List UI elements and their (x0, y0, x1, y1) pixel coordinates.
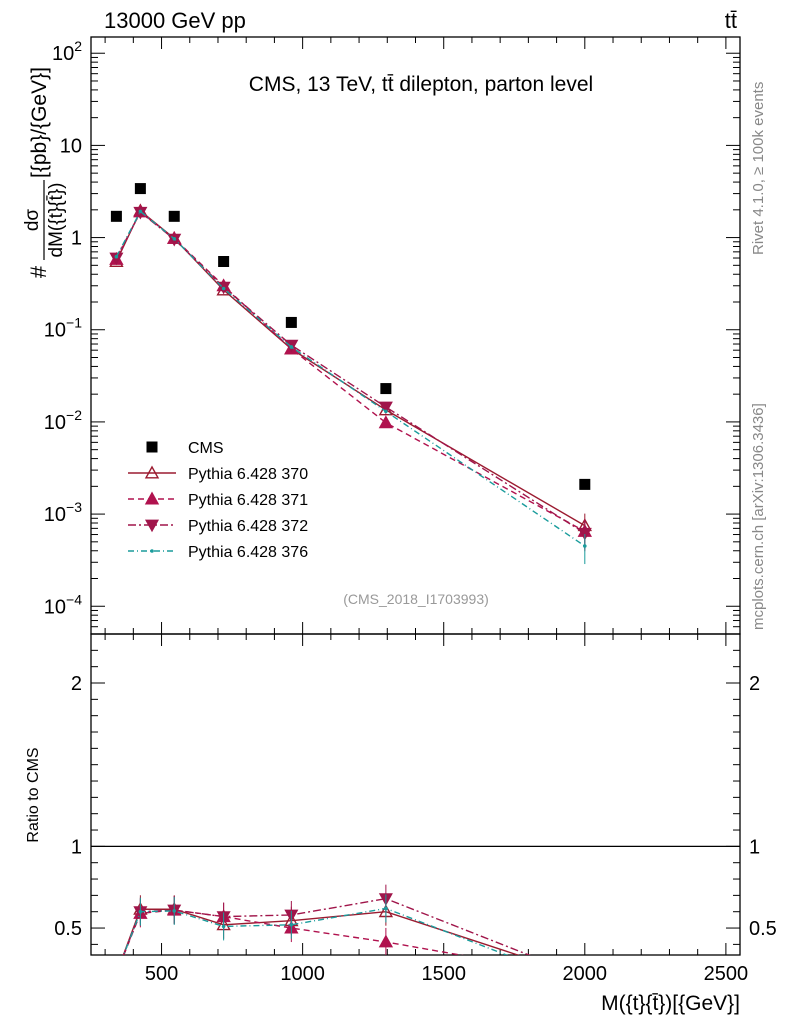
y-label-prefix: # (26, 265, 51, 278)
rivet-label: Rivet 4.1.0, ≥ 100k events (750, 82, 767, 255)
series-point-3 (583, 544, 587, 548)
legend: CMS Pythia 6.428 370 Pythia 6.428 371 Pythi… (128, 440, 308, 561)
chart-title: CMS, 13 TeV, tt̄ dilepton, parton level (249, 73, 593, 96)
series-point-2 (378, 401, 393, 415)
series-point-2 (577, 527, 592, 541)
ratio-tick-label-right: 1 (749, 836, 760, 858)
y-tick-label: 10 (60, 135, 82, 157)
series-point-3 (221, 286, 226, 291)
series-point-1 (378, 415, 394, 429)
series-point-2 (109, 252, 124, 266)
ratio-tick-label-right: 0.5 (749, 918, 777, 940)
ratio-point-3 (172, 909, 177, 913)
ratio-line-1 (123, 909, 464, 955)
series-point-3 (138, 209, 143, 214)
series-line-3 (115, 210, 586, 547)
y-tick-label: 10−3 (44, 499, 82, 526)
ratio-point-3 (289, 922, 294, 927)
cms-points-layer (110, 183, 591, 490)
legend-item-cms: CMS (146, 440, 224, 457)
legend-marker (150, 549, 154, 553)
ratio-tick-label-right: 2 (749, 673, 760, 695)
ratio-tick-label-left: 1 (71, 836, 82, 858)
analysis-watermark: (CMS_2018_I1703993) (343, 591, 489, 607)
legend-item-0: Pythia 6.428 370 (128, 465, 308, 483)
legend-marker (144, 465, 160, 479)
ratio-y-label: Ratio to CMS (25, 747, 42, 842)
cms-point (285, 316, 297, 328)
ratio-series-layer (110, 884, 531, 980)
ratio-point-3 (384, 906, 388, 911)
main-series-layer (109, 203, 592, 565)
ratio-line-0 (122, 908, 520, 955)
legend-label: Pythia 6.428 371 (188, 492, 308, 509)
cms-point (380, 383, 392, 395)
series-point-3 (172, 236, 177, 241)
x-tick-label: 2000 (563, 963, 608, 985)
y-tick-label: 102 (52, 38, 82, 65)
axis-ticks (91, 37, 740, 955)
cms-point (579, 478, 591, 490)
mcplots-label: mcplots.cern.ch [arXiv:1306.3436] (750, 403, 767, 630)
series-point-3 (289, 345, 294, 349)
process-label: tt̄ (725, 8, 737, 33)
y-label-denominator: dM({t}{t̄}) (46, 183, 67, 258)
cms-point (110, 210, 122, 222)
ratio-point-3 (138, 909, 143, 914)
ratio-tick-label-left: 2 (71, 673, 82, 695)
series-point-3 (384, 409, 388, 414)
x-tick-label: 1500 (421, 963, 466, 985)
y-label-suffix: [{pb}/{GeV}] (28, 67, 51, 178)
y-label-numerator: dσ (22, 209, 43, 232)
x-tick-label: 2500 (704, 963, 749, 985)
x-tick-label: 1000 (280, 963, 325, 985)
y-tick-label: 10−2 (44, 407, 82, 434)
y-tick-label: 10−4 (44, 591, 82, 618)
ratio-line-3 (122, 907, 509, 955)
ratio-line-2 (122, 897, 531, 955)
ratio-point-1 (110, 968, 122, 979)
cms-point (218, 256, 230, 268)
x-axis-label: M({t}{t̄})[{GeV}] (601, 992, 740, 1015)
legend-item-3: Pythia 6.428 376 (128, 544, 308, 561)
legend-marker (144, 491, 160, 505)
energy-label: 13000 GeV pp (104, 8, 246, 33)
y-tick-label: 1 (71, 228, 82, 250)
legend-label: Pythia 6.428 370 (188, 466, 308, 483)
ratio-point-3 (221, 924, 226, 929)
series-line-1 (115, 210, 586, 532)
ratio-tick-label-left: 0.5 (54, 918, 82, 940)
x-tick-label: 500 (145, 963, 178, 985)
ratio-point-2 (110, 969, 122, 980)
ratio-point-3 (115, 972, 119, 976)
ratio-point-1 (378, 934, 394, 948)
legend-label: Pythia 6.428 376 (188, 544, 308, 561)
ratio-panel-frame (90, 633, 741, 956)
legend-item-1: Pythia 6.428 371 (128, 491, 308, 509)
series-line-0 (115, 209, 586, 527)
legend-cms-marker (146, 441, 158, 453)
legend-label: Pythia 6.428 372 (188, 518, 308, 535)
x-tick-labels: 500 1000 1500 2000 2500 (145, 963, 748, 985)
y-tick-labels: 102 10 1 10−1 10−2 10−3 10−4 (44, 38, 82, 618)
series-point-3 (114, 254, 119, 259)
legend-marker (144, 519, 160, 533)
y-axis-label: # dσ dM({t}{t̄}) [{pb}/{GeV}] (22, 67, 67, 278)
ratio-tick-labels: 2 2 1 1 0.5 0.5 (54, 673, 777, 940)
cms-point (134, 183, 146, 195)
y-tick-label: 10−1 (44, 315, 82, 342)
cms-point (168, 210, 180, 222)
legend-item-2: Pythia 6.428 372 (128, 518, 308, 535)
ratio-point-0 (110, 968, 122, 979)
legend-label: CMS (188, 440, 224, 457)
